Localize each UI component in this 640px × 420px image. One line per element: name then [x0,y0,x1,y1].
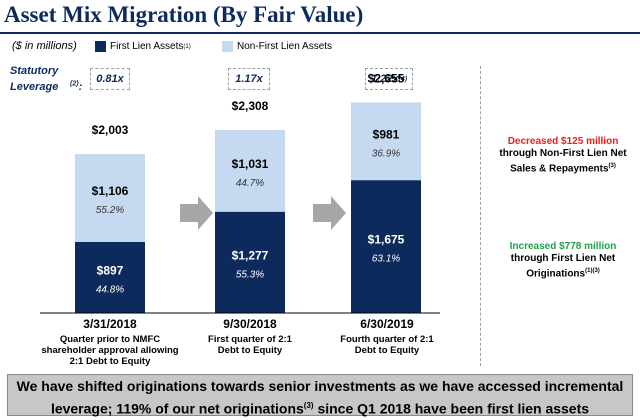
category-date: 3/31/2018 [83,317,137,331]
pct-label-first-lien: 44.8% [96,284,124,295]
category-subtitle-line: Quarter prior to NMFC [59,334,161,345]
category-subtitle-line: 2:1 Debt to Equity [69,356,151,367]
legend-swatch-first-lien [95,41,106,52]
leverage-box-3: 1.22x (4) [365,68,413,90]
banner-line-2-b: since Q1 2018 have been first lien asset… [313,400,590,417]
annotation-sup: (1)(3) [585,268,600,274]
category-label-1: 3/31/2018 Quarter prior to NMFC sharehol… [30,317,190,367]
total-label: $2,655 [368,71,405,85]
leverage-label-sup: (2) [70,80,79,88]
annotation-sup: (3) [608,163,616,169]
pct-label-non-first-lien: 36.9% [372,148,400,159]
legend-swatch-non-first-lien [222,41,233,52]
page-title: Asset Mix Migration (By Fair Value) [4,2,364,27]
category-date: 6/30/2019 [360,317,414,331]
bar-first-lien-1 [75,241,145,313]
category-date: 9/30/2018 [223,317,277,331]
annotation-decrease: Decreased $125 million through Non-First… [486,136,640,175]
bar-first-lien-3 [351,180,421,313]
bar-non-first-lien-1 [75,154,145,242]
data-label-first-lien: $1,675 [368,233,405,247]
banner-line-2: leverage; 119% of our net originations(3… [8,396,632,419]
annotation-line: through Non-First Lien Net [499,148,627,159]
bar-non-first-lien-3 [351,102,421,181]
leverage-label-text: Statutory Leverage [10,65,59,93]
banner-line-1: We have shifted originations towards sen… [16,378,624,394]
title-divider [0,32,640,34]
pct-label-first-lien: 63.1% [372,254,400,265]
units-note: ($ in millions) [12,40,77,52]
category-subtitle-line: Debt to Equity [217,345,283,356]
arrow-right-icon-2 [313,196,346,230]
category-subtitle-line: Debt to Equity [354,345,420,356]
pct-label-non-first-lien: 55.2% [96,205,124,216]
category-label-2: 9/30/2018 First quarter of 2:1 Debt to E… [180,317,320,356]
category-subtitle-line: First quarter of 2:1 [208,334,292,345]
summary-banner: We have shifted originations towards sen… [7,374,633,419]
banner-line-2-a: leverage; 119% of our net originations [50,400,304,417]
category-label-3: 6/30/2019 Fourth quarter of 2:1 Debt to … [317,317,457,356]
pct-label-non-first-lien: 44.7% [236,178,264,189]
leverage-value: 0.81x [96,73,124,85]
leverage-label-suffix: : [78,81,83,93]
data-label-non-first-lien: $1,031 [232,157,269,171]
legend-label-non-first-lien: Non-First Lien Assets [237,41,333,52]
leverage-box-2: 1.17x [228,68,270,90]
data-label-non-first-lien: $1,106 [92,184,129,198]
category-subtitle-line: shareholder approval allowing [41,345,179,356]
legend-item-first-lien: First Lien Assets (1) [95,41,191,52]
banner-sup: (3) [303,401,314,410]
statutory-leverage-label: Statutory Leverage (2): [10,63,82,95]
data-label-first-lien: $897 [97,263,124,277]
leverage-sup: (4) [398,75,408,83]
annotation-highlight: Decreased $125 million [507,136,619,147]
annotation-increase: Increased $778 million through First Lie… [486,241,640,280]
bar-non-first-lien-2 [215,129,285,212]
vertical-divider [480,66,481,366]
total-label: $2,003 [92,123,129,137]
legend-sup-first-lien: (1) [183,43,191,50]
annotation-line: Sales & Repayments [510,163,609,175]
leverage-value: 1.17x [235,73,263,85]
total-label: $2,308 [232,99,269,113]
legend-label-first-lien: First Lien Assets [110,41,184,52]
annotation-line: Originations [526,268,586,280]
leverage-value: 1.22x [370,73,399,85]
pct-label-first-lien: 55.3% [236,269,264,280]
legend-item-non-first-lien: Non-First Lien Assets [222,41,332,52]
category-subtitle-line: Fourth quarter of 2:1 [340,334,434,345]
data-label-first-lien: $1,277 [232,248,269,262]
bar-first-lien-2 [215,211,285,313]
leverage-box-1: 0.81x [90,68,130,90]
annotation-line: through First Lien Net [510,253,616,264]
arrow-right-icon-1 [180,196,213,230]
annotation-highlight: Increased $778 million [509,241,617,252]
data-label-non-first-lien: $981 [373,127,400,141]
